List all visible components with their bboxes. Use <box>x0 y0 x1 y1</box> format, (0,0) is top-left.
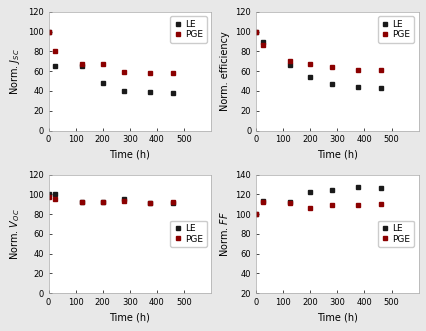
LE <box>260 39 265 43</box>
LE <box>328 82 334 86</box>
X-axis label: Time (h): Time (h) <box>316 150 357 160</box>
PGE <box>100 62 105 66</box>
LE <box>80 200 85 204</box>
X-axis label: Time (h): Time (h) <box>109 313 150 323</box>
LE <box>121 197 127 201</box>
PGE <box>147 71 152 75</box>
Legend: LE, PGE: LE, PGE <box>170 221 206 247</box>
LE <box>170 91 175 95</box>
PGE <box>253 212 258 216</box>
LE <box>100 200 105 204</box>
PGE <box>307 62 312 66</box>
LE <box>260 199 265 203</box>
LE <box>80 64 85 68</box>
LE <box>307 190 312 194</box>
LE <box>121 89 127 93</box>
X-axis label: Time (h): Time (h) <box>109 150 150 160</box>
PGE <box>287 59 292 63</box>
LE <box>377 186 383 190</box>
LE <box>287 200 292 204</box>
LE <box>354 185 360 189</box>
Line: PGE: PGE <box>253 200 382 216</box>
PGE <box>121 199 127 203</box>
Legend: LE, PGE: LE, PGE <box>377 221 413 247</box>
PGE <box>52 197 58 201</box>
Line: LE: LE <box>253 185 382 216</box>
PGE <box>354 203 360 207</box>
LE <box>147 90 152 94</box>
PGE <box>121 70 127 74</box>
Line: PGE: PGE <box>46 195 175 206</box>
LE <box>46 30 51 34</box>
PGE <box>328 65 334 69</box>
Line: LE: LE <box>46 192 175 206</box>
PGE <box>80 62 85 66</box>
LE <box>52 192 58 196</box>
LE <box>52 64 58 68</box>
LE <box>170 201 175 205</box>
PGE <box>46 195 51 199</box>
PGE <box>260 43 265 47</box>
PGE <box>287 201 292 205</box>
PGE <box>377 68 383 72</box>
LE <box>328 188 334 192</box>
Line: LE: LE <box>46 29 175 95</box>
PGE <box>170 200 175 204</box>
Y-axis label: Norm. efficiency: Norm. efficiency <box>219 31 230 111</box>
PGE <box>170 71 175 75</box>
PGE <box>307 206 312 210</box>
LE <box>100 81 105 85</box>
Legend: LE, PGE: LE, PGE <box>170 16 206 43</box>
LE <box>287 63 292 67</box>
PGE <box>100 200 105 204</box>
PGE <box>80 200 85 204</box>
Line: PGE: PGE <box>46 29 175 75</box>
PGE <box>52 49 58 53</box>
PGE <box>377 202 383 206</box>
PGE <box>147 201 152 205</box>
X-axis label: Time (h): Time (h) <box>316 313 357 323</box>
PGE <box>328 203 334 207</box>
PGE <box>260 200 265 204</box>
LE <box>377 86 383 90</box>
Legend: LE, PGE: LE, PGE <box>377 16 413 43</box>
Y-axis label: Norm. $J_{SC}$: Norm. $J_{SC}$ <box>9 48 22 95</box>
PGE <box>253 30 258 34</box>
Line: LE: LE <box>253 29 382 90</box>
LE <box>354 85 360 89</box>
Y-axis label: Norm. $FF$: Norm. $FF$ <box>217 211 230 257</box>
LE <box>147 201 152 205</box>
PGE <box>46 30 51 34</box>
Line: PGE: PGE <box>253 29 382 72</box>
LE <box>307 75 312 79</box>
PGE <box>354 68 360 72</box>
LE <box>253 30 258 34</box>
LE <box>253 212 258 216</box>
LE <box>46 192 51 196</box>
Y-axis label: Norm. $V_{OC}$: Norm. $V_{OC}$ <box>9 208 22 260</box>
